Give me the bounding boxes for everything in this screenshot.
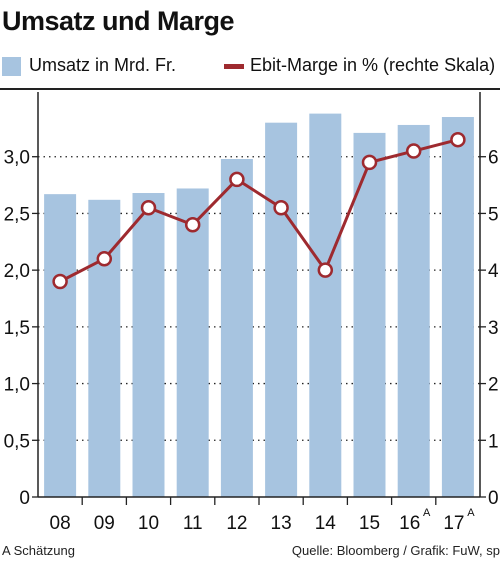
x-tick-label-11: 11	[183, 513, 203, 534]
x-tick-label-15: 15	[359, 513, 380, 534]
footnote: A Schätzung	[2, 543, 75, 558]
right-tick-label: 3	[488, 318, 499, 339]
legend-label-umsatz: Umsatz in Mrd. Fr.	[29, 55, 177, 75]
left-tick-label: 3,0	[4, 148, 30, 169]
bar-14	[309, 113, 342, 498]
bar-09	[88, 199, 121, 497]
left-tick-label: 0	[19, 488, 30, 509]
right-tick-label: 5	[488, 204, 499, 225]
x-tick-label-09: 09	[94, 513, 115, 534]
marge-point-09	[96, 251, 113, 267]
bar-08	[44, 194, 77, 497]
left-tick-label: 0,5	[4, 431, 30, 452]
chart-title: Umsatz und Marge	[2, 6, 235, 36]
legend-swatch-umsatz	[2, 57, 21, 76]
source-credit: Quelle: Bloomberg / Grafik: FuW, sp	[291, 543, 500, 558]
marge-line	[59, 138, 459, 283]
x-tick-label-10: 10	[138, 513, 159, 534]
left-tick-label: 2,0	[4, 261, 30, 282]
left-tick-label: 1,5	[4, 318, 30, 339]
x-tick-superscript: A	[423, 507, 431, 519]
bar-10	[132, 193, 165, 498]
legend-label-marge: Ebit-Marge in % (rechte Skala)	[250, 55, 496, 75]
bar-17	[441, 117, 474, 497]
right-tick-label: 6	[488, 148, 499, 169]
marge-point-16	[405, 143, 422, 159]
legend: Umsatz in Mrd. Fr. Ebit-Marge in % (rech…	[0, 52, 500, 82]
x-tick-label-12: 12	[226, 513, 247, 534]
marge-point-08	[52, 273, 68, 290]
right-tick-label: 1	[488, 431, 499, 452]
x-tick-superscript: A	[467, 507, 475, 519]
marge-point-17	[450, 131, 466, 148]
marge-point-12	[229, 171, 245, 188]
legend-swatch-marge	[224, 64, 244, 69]
x-tick-label-17: 17	[443, 513, 464, 534]
marge-point-11	[184, 217, 201, 233]
bar-13	[265, 122, 298, 497]
right-tick-label: 4	[488, 261, 499, 282]
marge-point-13	[273, 200, 289, 216]
right-tick-label: 2	[488, 375, 499, 396]
marge-point-10	[140, 200, 157, 216]
x-tick-label-13: 13	[271, 513, 292, 534]
x-tick-label-14: 14	[315, 513, 337, 534]
bar-15	[353, 132, 386, 497]
bar-12	[220, 158, 253, 498]
x-tick-label-16: 16	[399, 513, 420, 534]
marge-point-15	[361, 154, 378, 171]
x-tick-label-08: 08	[50, 513, 71, 534]
bar-11	[176, 188, 209, 497]
left-tick-label: 1,0	[4, 375, 30, 396]
bar-16	[397, 124, 430, 497]
left-tick-label: 2,5	[4, 204, 30, 225]
header-rule	[0, 88, 500, 90]
right-tick-label: 0	[488, 488, 499, 509]
marge-point-14	[317, 262, 334, 278]
